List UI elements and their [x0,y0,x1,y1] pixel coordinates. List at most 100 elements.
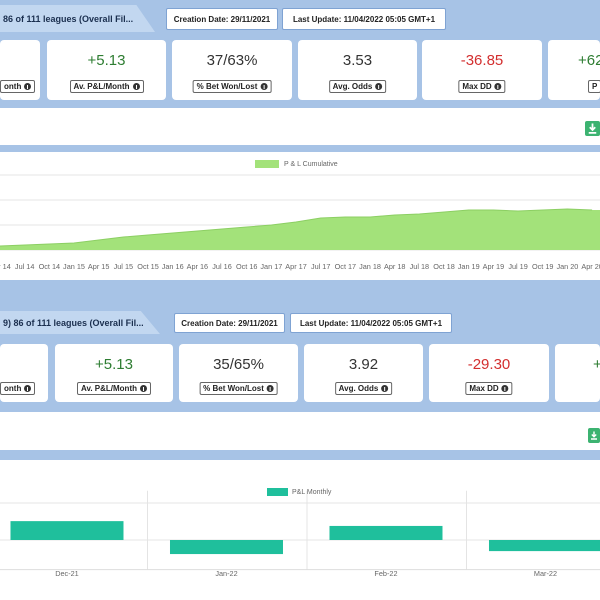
x-tick-label: Apr 17 [285,262,307,271]
legend-label: P & L Cumulative [284,161,338,168]
info-icon [24,83,32,90]
section-title: 9) 86 of 111 leagues (Overall Fil... [3,317,144,328]
stat-label: % Bet Won/Lost [192,80,272,93]
stat-card: 37/63% % Bet Won/Lost [172,40,292,100]
stat-value: +62 [578,52,600,69]
stat-label: Avg. Odds [328,80,387,93]
x-tick-label: Dec-21 [55,569,79,578]
x-tick-label: Oct 17 [335,262,357,271]
x-tick-label: Apr 19 [483,262,505,271]
x-tick-label: Oct 16 [236,262,258,271]
stat-value: +5.13 [87,52,126,69]
stat-value: 35/65% [213,356,264,373]
x-tick-label: Apr 18 [384,262,406,271]
stat-card: -36.85 Max DD [422,40,542,100]
stat-card: 35/65% % Bet Won/Lost [179,344,298,402]
x-tick-label: Jan 15 [63,262,85,271]
x-tick-label: Apr 15 [88,262,110,271]
info-icon [140,385,147,392]
stat-label-text: Av. P&L/Month [73,82,130,91]
stat-label-text: Max DD [469,384,499,393]
creation-date-text: Creation Date: 29/11/2021 [181,318,278,328]
x-tick-label: Oct 18 [433,262,455,271]
info-icon [381,385,389,392]
x-tick-label: Jul 16 [212,262,231,271]
x-tick-label: Feb-22 [374,569,397,578]
info-icon [375,83,383,90]
bar [488,540,600,552]
bar [329,525,443,540]
x-tick-label: Jan 16 [162,262,184,271]
info-icon [266,385,274,392]
last-update: Last Update: 11/04/2022 05:05 GMT+1 [282,8,446,30]
stat-card: + [555,344,600,402]
stat-card: +5.13 Av. P&L/Month [47,40,166,100]
stat-label-text: Avg. Odds [338,384,379,393]
x-tick-label: Jul 18 [410,262,429,271]
bar [10,521,124,540]
info-icon [494,83,502,90]
download-icon [588,123,597,134]
legend-swatch [255,160,279,168]
toolbar [0,412,600,450]
last-update: Last Update: 11/04/2022 05:05 GMT+1 [290,313,452,333]
stat-label: onth [0,382,36,395]
stat-value: -29.30 [467,356,511,373]
x-tick-label: Oct 19 [532,262,554,271]
stat-label-text: Max DD [462,82,492,91]
stat-label: P [588,80,600,93]
stat-card: -29.30 Max DD [429,344,549,402]
section-tab: 86 of 111 leagues (Overall Fil... [0,5,155,32]
x-tick-label: Jul 14 [15,262,34,271]
creation-date: Creation Date: 29/11/2021 [166,8,278,30]
stat-label-text: Av. P&L/Month [81,384,137,393]
area-line [0,208,593,247]
toolbar [0,108,600,145]
x-tick-label: Apr 16 [187,262,209,271]
stat-value: +5.13 [95,356,133,373]
creation-date-text: Creation Date: 29/11/2021 [173,14,271,24]
x-tick-label: Jul 19 [508,262,527,271]
info-icon [501,385,509,392]
stat-card: 3.53 Avg. Odds [298,40,417,100]
stat-label: Avg. Odds [334,382,393,395]
stat-value: 3.53 [342,52,373,69]
x-tick-label: Mar-22 [534,569,557,578]
stat-label-text: onth [4,384,22,393]
stat-label-text: onth [4,82,22,91]
x-tick-label: Apr 20 [581,262,600,271]
bar [169,540,283,555]
stat-card: onth [0,40,40,100]
stat-card: +5.13 Av. P&L/Month [55,344,173,402]
stat-label: Max DD [465,382,513,395]
stat-value: 37/63% [206,52,258,69]
legend-swatch [267,488,288,496]
stat-label: Av. P&L/Month [77,382,151,395]
download-button[interactable] [585,121,600,136]
info-icon [132,83,140,90]
x-tick-label: Jan 20 [556,262,578,271]
x-tick-label: Jan 17 [260,262,282,271]
stat-value: -36.85 [460,52,504,69]
stat-card: 3.92 Avg. Odds [304,344,423,402]
x-tick-label: Jan-22 [215,569,237,578]
stat-label-text: Avg. Odds [332,82,373,91]
x-tick-label: Jul 17 [311,262,330,271]
stat-label: Max DD [458,80,506,93]
x-tick-label: Jul 15 [114,262,133,271]
section-title: 86 of 111 leagues (Overall Fil... [3,13,134,24]
x-tick-label: Apr 14 [0,262,11,271]
download-button[interactable] [588,428,600,443]
section-tab: 9) 86 of 111 leagues (Overall Fil... [0,311,160,334]
legend-label: P&L Monthly [292,489,332,496]
x-tick-label: Oct 14 [39,262,61,271]
stat-label: % Bet Won/Lost [199,382,278,395]
stat-label-text: % Bet Won/Lost [196,82,258,91]
info-icon [260,83,268,90]
stat-label-text: % Bet Won/Lost [203,384,264,393]
x-tick-label: Jan 18 [359,262,381,271]
stat-value: + [593,356,600,373]
area-fill [0,209,600,250]
info-icon [24,385,32,392]
